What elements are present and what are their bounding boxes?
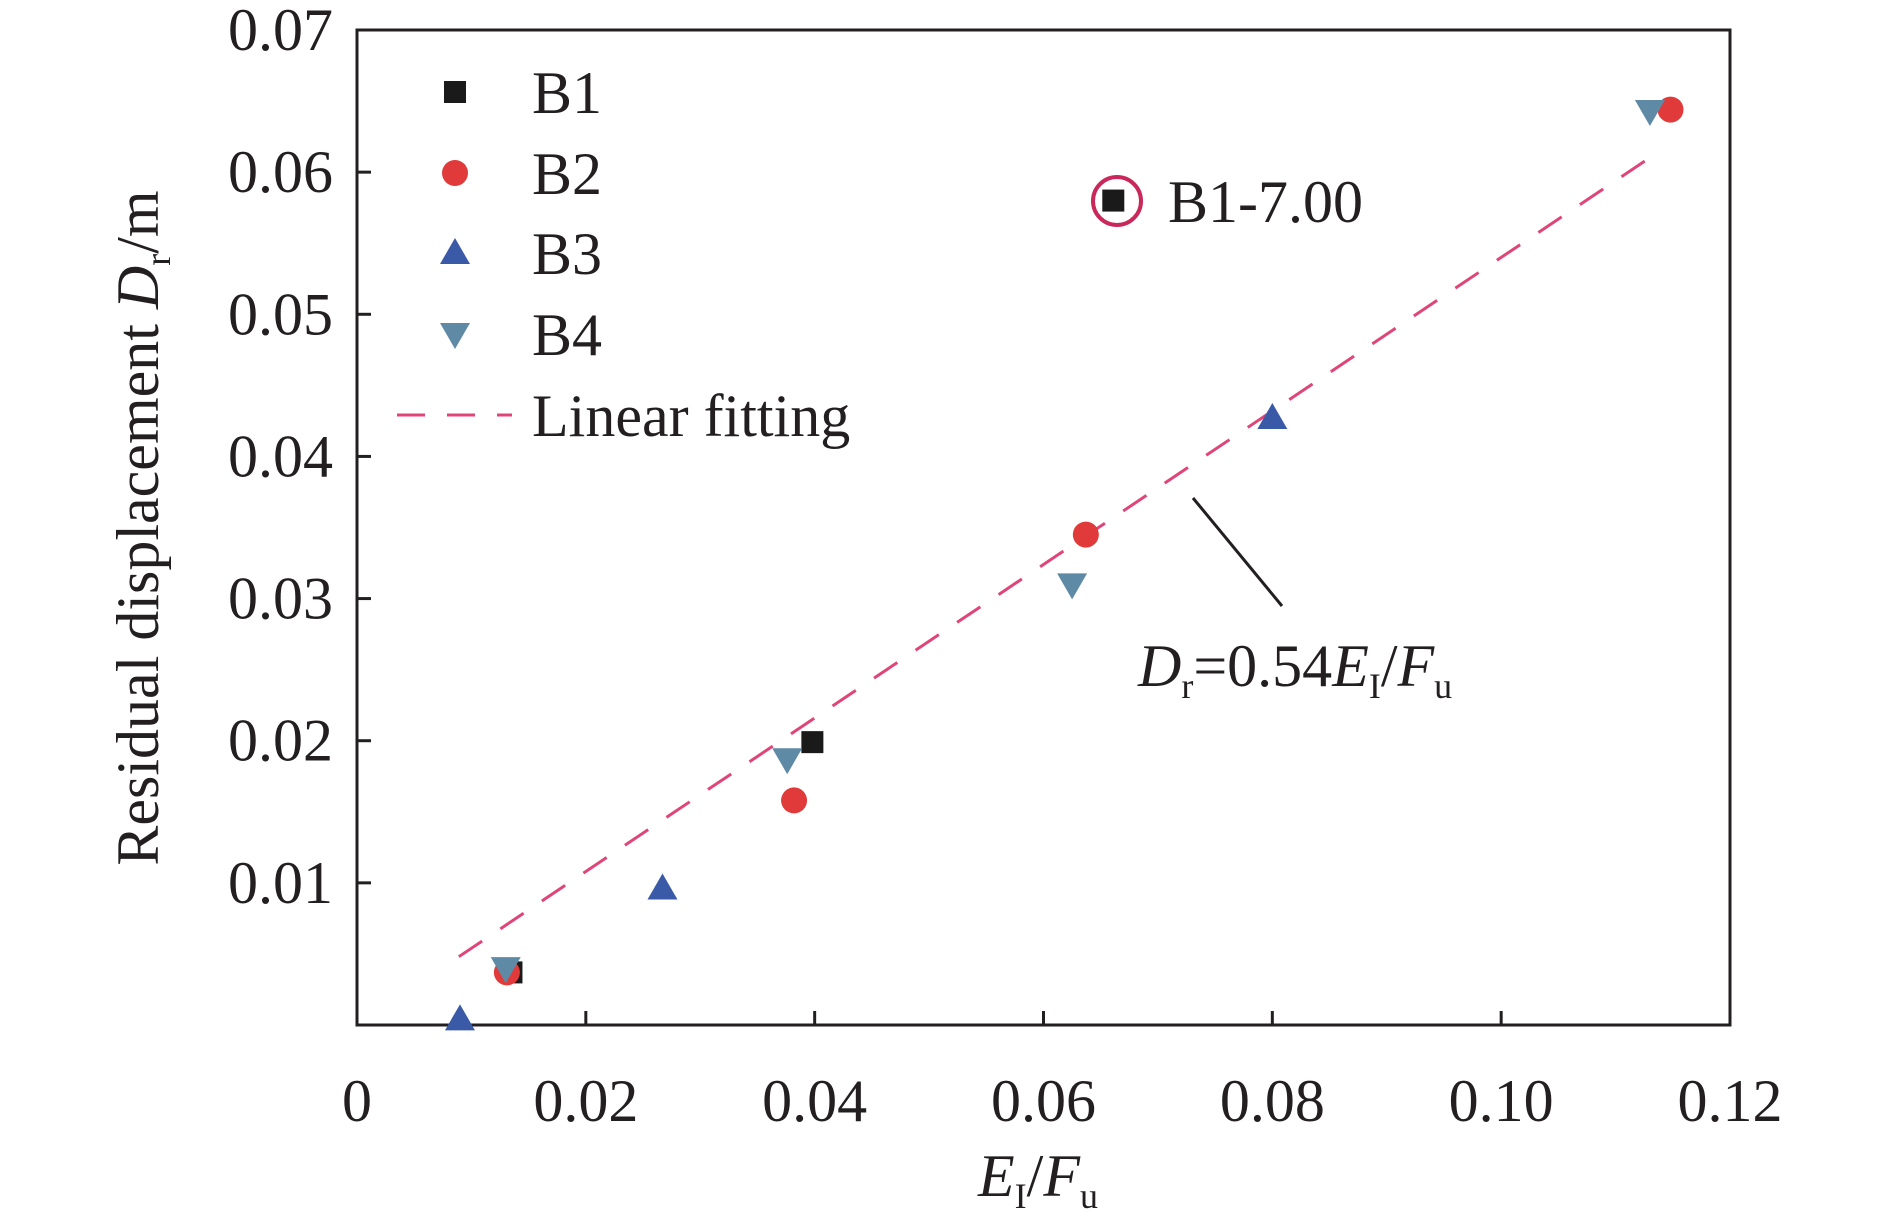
legend-label-b2: B2	[532, 141, 602, 207]
legend-marker-b3	[440, 238, 470, 264]
data-point-b3	[647, 873, 678, 900]
data-point-b4	[1057, 573, 1088, 600]
data-point-b4	[772, 748, 803, 775]
equation-leader-line	[1191, 497, 1284, 607]
data-point-b2	[781, 787, 808, 814]
data-point-b1	[1102, 189, 1125, 212]
highlight-label: B1-7.00	[1168, 169, 1363, 235]
data-point-b2	[1657, 96, 1684, 123]
y-tick-label: 0.01	[228, 850, 333, 916]
fit-line	[457, 157, 1649, 958]
y-tick-label: 0.03	[228, 566, 333, 632]
highlight-annotation: B1-7.00	[1091, 169, 1363, 235]
legend-label-b4: B4	[532, 302, 602, 368]
y-axis-label: Residual displacement Dr/m	[105, 190, 178, 865]
legend-marker-b1	[444, 81, 466, 103]
legend-label-b3: B3	[532, 221, 602, 287]
x-tick-label: 0.06	[991, 1068, 1096, 1134]
x-ticks: 0 0.02 0.04 0.06 0.08 0.10 0.12	[342, 1011, 1783, 1134]
x-tick-label: 0.02	[533, 1068, 638, 1134]
data-point-b3	[444, 1004, 475, 1031]
highlight-ring	[1091, 175, 1143, 227]
equation-annotation: Dr=0.54EI/Fu	[1137, 497, 1452, 706]
x-tick-label: 0.12	[1678, 1068, 1783, 1134]
legend-label-b1: B1	[532, 60, 602, 126]
y-tick-label: 0.06	[228, 139, 333, 205]
data-point-b1	[801, 731, 824, 754]
x-tick-label: 0	[342, 1068, 372, 1134]
legend: B1 B2 B3 B4 Linear fitting	[397, 60, 850, 449]
data-point-b4	[490, 957, 521, 984]
y-tick-label: 0.02	[228, 708, 333, 774]
data-point-b2	[1072, 521, 1099, 548]
data-point-b3	[1257, 403, 1288, 430]
y-tick-label: 0.04	[228, 423, 333, 489]
y-tick-label: 0.07	[228, 0, 333, 63]
legend-marker-b4	[440, 323, 470, 349]
legend-markers	[440, 81, 470, 349]
data-points	[444, 96, 1684, 1031]
data-point-b4	[1634, 100, 1665, 127]
legend-label-fit: Linear fitting	[532, 383, 850, 449]
x-axis-label: EI/Fu	[977, 1143, 1098, 1216]
legend-marker-b2	[442, 160, 468, 186]
y-tick-label: 0.05	[228, 281, 333, 347]
y-ticks: 0.01 0.02 0.03 0.04 0.05 0.06 0.07	[228, 0, 371, 916]
fit-line-group	[457, 157, 1649, 958]
equation-text: Dr=0.54EI/Fu	[1137, 633, 1452, 706]
x-tick-label: 0.08	[1220, 1068, 1325, 1134]
x-tick-label: 0.04	[762, 1068, 867, 1134]
x-tick-label: 0.10	[1449, 1068, 1554, 1134]
